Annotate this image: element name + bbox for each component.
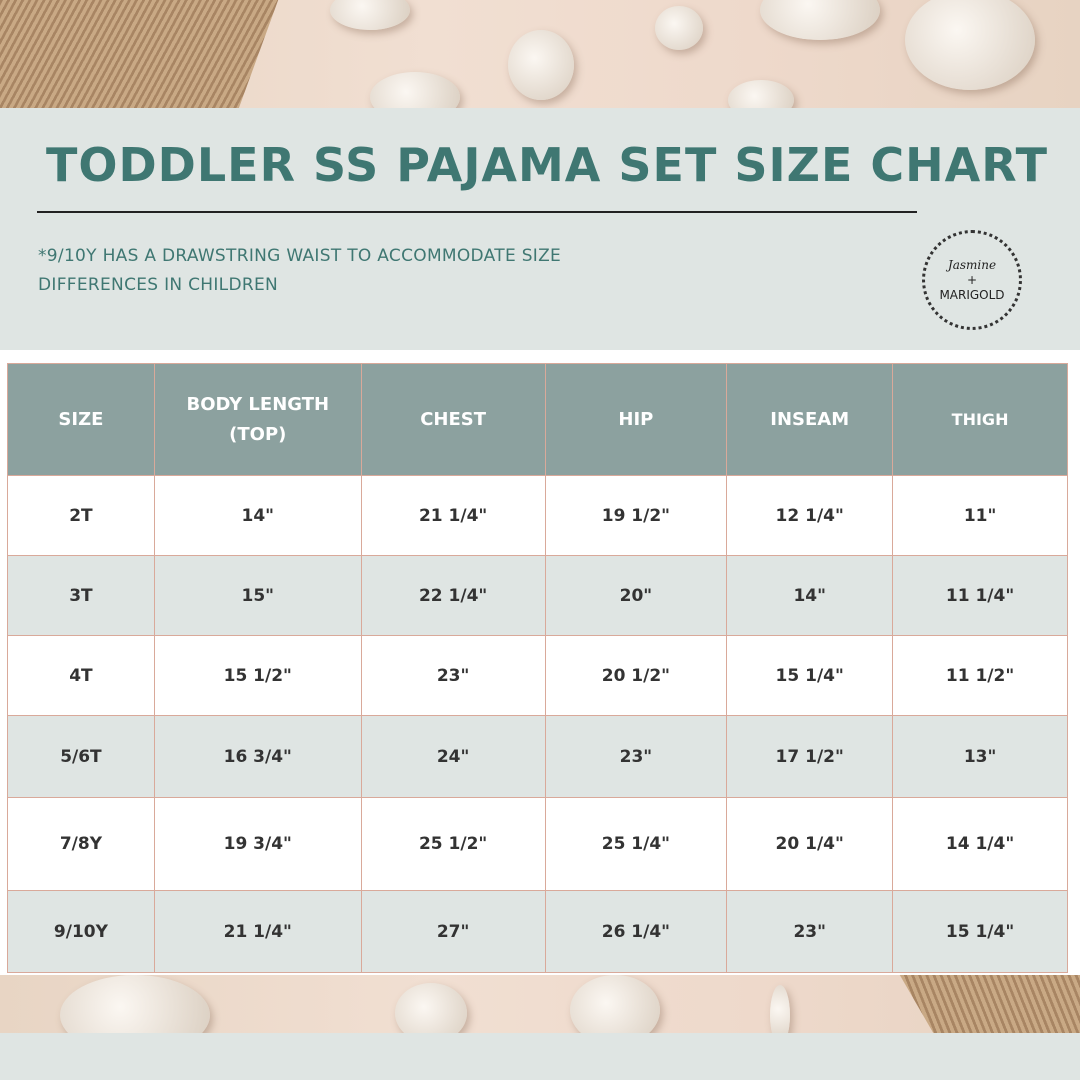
- footer-band: [0, 1033, 1080, 1080]
- column-header: THIGH: [892, 363, 1068, 476]
- measurement-cell: 23": [360, 635, 546, 716]
- size-cell: 3T: [7, 555, 155, 636]
- measurement-cell: 11 1/2": [892, 635, 1068, 716]
- size-chart-table: SIZE BODY LENGTH (TOP) CHEST HIP INSEAM THIGH…: [7, 363, 1068, 973]
- measurement-cell: 14": [726, 555, 894, 636]
- brand-logo: Jasmine + MARIGOLD: [922, 230, 1022, 330]
- size-cell: 7/8Y: [7, 797, 155, 891]
- size-cell: 9/10Y: [7, 890, 155, 973]
- measurement-cell: 15 1/4": [726, 635, 894, 716]
- measurement-cell: 26 1/4": [544, 890, 728, 973]
- measurement-cell: 27": [360, 890, 546, 973]
- table-row: 7/8Y 19 3/4" 25 1/2" 25 1/4" 20 1/4" 14 1/4": [7, 797, 1068, 891]
- measurement-cell: 11": [892, 475, 1068, 556]
- measurement-cell: 15 1/2": [153, 635, 362, 716]
- measurement-cell: 16 3/4": [153, 715, 362, 798]
- column-header: INSEAM: [726, 363, 894, 476]
- measurement-cell: 21 1/4": [153, 890, 362, 973]
- table-row: 9/10Y 21 1/4" 27" 26 1/4" 23" 15 1/4": [7, 890, 1068, 973]
- table-row: 5/6T 16 3/4" 24" 23" 17 1/2" 13": [7, 715, 1068, 798]
- page-title: TODDLER SS PAJAMA SET SIZE CHART: [46, 138, 1048, 192]
- size-cell: 2T: [7, 475, 155, 556]
- seashell-photo-banner-top: [0, 0, 1080, 108]
- measurement-cell: 12 1/4": [726, 475, 894, 556]
- size-cell: 4T: [7, 635, 155, 716]
- logo-line: Jasmine: [947, 257, 997, 272]
- measurement-cell: 20 1/4": [726, 797, 894, 891]
- measurement-cell: 23": [726, 890, 894, 973]
- measurement-cell: 23": [544, 715, 728, 798]
- drawstring-note: *9/10Y HAS A DRAWSTRING WAIST TO ACCOMMO…: [38, 246, 562, 295]
- measurement-cell: 17 1/2": [726, 715, 894, 798]
- column-header: SIZE: [7, 363, 155, 476]
- measurement-cell: 25 1/4": [544, 797, 728, 891]
- measurement-cell: 22 1/4": [360, 555, 546, 636]
- header-band: TODDLER SS PAJAMA SET SIZE CHART *9/10Y …: [0, 108, 1080, 350]
- measurement-cell: 20": [544, 555, 728, 636]
- table-row: 4T 15 1/2" 23" 20 1/2" 15 1/4" 11 1/2": [7, 635, 1068, 716]
- measurement-cell: 19 1/2": [544, 475, 728, 556]
- divider: [37, 211, 917, 213]
- measurement-cell: 11 1/4": [892, 555, 1068, 636]
- measurement-cell: 24": [360, 715, 546, 798]
- column-header: HIP: [544, 363, 728, 476]
- size-cell: 5/6T: [7, 715, 155, 798]
- logo-line: +: [966, 272, 978, 287]
- measurement-cell: 15 1/4": [892, 890, 1068, 973]
- measurement-cell: 14 1/4": [892, 797, 1068, 891]
- measurement-cell: 20 1/2": [544, 635, 728, 716]
- measurement-cell: 19 3/4": [153, 797, 362, 891]
- measurement-cell: 14": [153, 475, 362, 556]
- column-header: CHEST: [360, 363, 546, 476]
- measurement-cell: 13": [892, 715, 1068, 798]
- seashell-photo-banner-bottom: [0, 975, 1080, 1033]
- measurement-cell: 25 1/2": [360, 797, 546, 891]
- measurement-cell: 15": [153, 555, 362, 636]
- table-row: 2T 14" 21 1/4" 19 1/2" 12 1/4" 11": [7, 475, 1068, 556]
- table-row: 3T 15" 22 1/4" 20" 14" 11 1/4": [7, 555, 1068, 636]
- column-header: BODY LENGTH (TOP): [153, 363, 362, 476]
- logo-line: MARIGOLD: [939, 287, 1005, 302]
- measurement-cell: 21 1/4": [360, 475, 546, 556]
